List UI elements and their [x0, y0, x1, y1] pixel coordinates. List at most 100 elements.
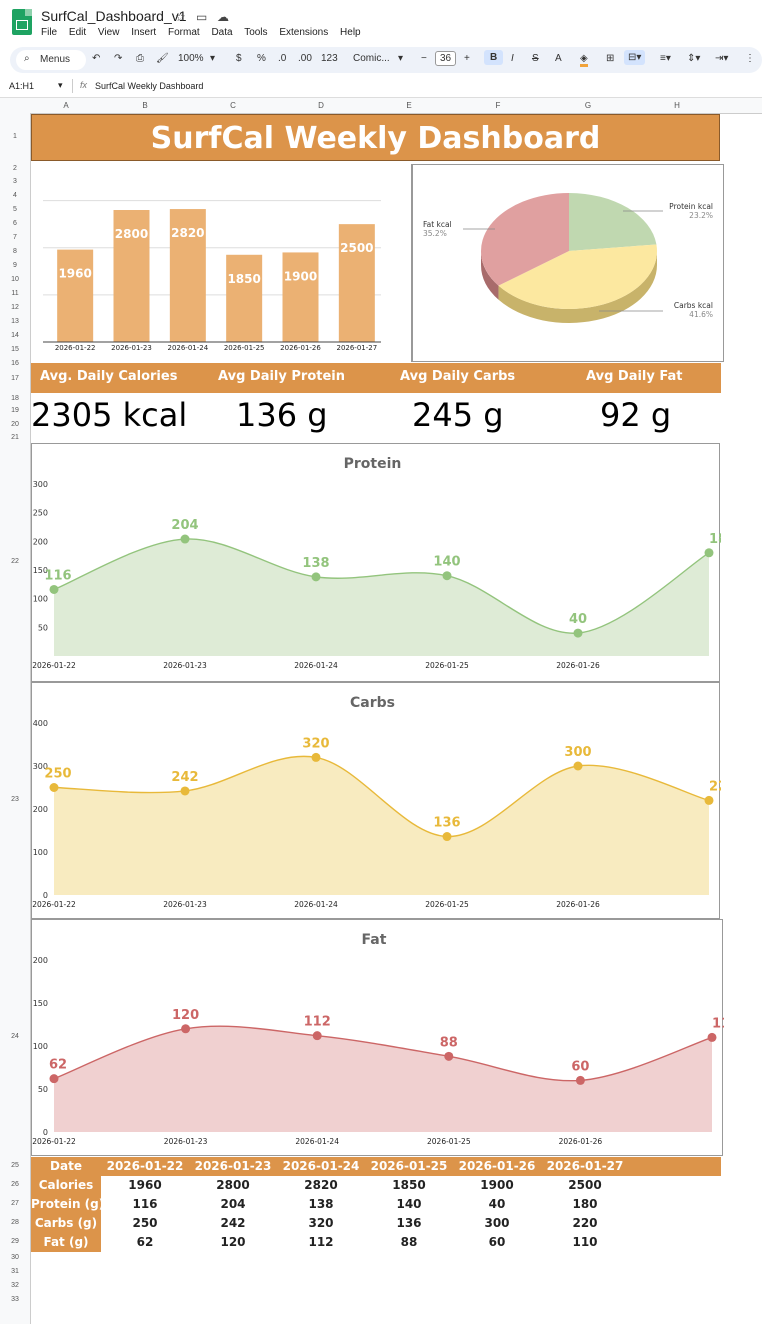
- chevron-down-icon[interactable]: ▾: [210, 53, 216, 64]
- row-header[interactable]: 7: [13, 234, 17, 241]
- table-cell[interactable]: 320: [308, 1216, 334, 1230]
- table-cell[interactable]: 1900: [480, 1178, 514, 1192]
- italic-icon[interactable]: I: [511, 53, 514, 64]
- zoom-select[interactable]: 100%: [178, 53, 204, 64]
- table-row-label[interactable]: Fat (g): [31, 1233, 101, 1252]
- table-cell[interactable]: 250: [132, 1216, 158, 1230]
- macro-pie-chart[interactable]: Protein kcal 23.2% Carbs kcal 41.6% Fat kcal…: [412, 164, 724, 362]
- row-header[interactable]: 33: [11, 1296, 19, 1303]
- table-cell[interactable]: 136: [396, 1216, 422, 1230]
- star-icon[interactable]: ☆: [175, 10, 186, 24]
- print-icon[interactable]: ⎙: [136, 53, 144, 64]
- cloud-status-icon[interactable]: ☁: [217, 10, 229, 24]
- strikethrough-icon[interactable]: S: [532, 53, 539, 64]
- table-date-cell[interactable]: 2026-01-24: [282, 1159, 360, 1173]
- table-row-label[interactable]: Protein (g): [31, 1195, 101, 1214]
- table-date-cell[interactable]: 2026-01-25: [370, 1159, 448, 1173]
- table-cell[interactable]: 120: [220, 1235, 246, 1249]
- sheets-logo-icon[interactable]: [12, 9, 32, 35]
- menu-insert[interactable]: Insert: [131, 27, 157, 38]
- decrease-decimal-button[interactable]: .0: [278, 53, 287, 64]
- carbs-chart[interactable]: Carbs 0 100 200 300 400 250 242 320 136 300 220 2026…: [31, 682, 736, 919]
- column-header[interactable]: B: [142, 101, 148, 110]
- table-cell[interactable]: 2800: [216, 1178, 250, 1192]
- row-header[interactable]: 10: [11, 276, 19, 283]
- row-header[interactable]: 12: [11, 304, 19, 311]
- table-cell[interactable]: 300: [484, 1216, 510, 1230]
- decrease-font-size-icon[interactable]: −: [421, 53, 427, 64]
- fill-color-icon[interactable]: ◈: [580, 53, 588, 67]
- protein-chart[interactable]: Protein 50 100 150 200 250 300 116 204 138 140 40 18…: [31, 443, 736, 682]
- chevron-down-icon[interactable]: ▾: [398, 53, 404, 64]
- row-header[interactable]: 28: [11, 1218, 19, 1226]
- table-cell[interactable]: 1850: [392, 1178, 426, 1192]
- name-box[interactable]: A1:H1: [9, 81, 35, 91]
- menu-tools[interactable]: Tools: [244, 27, 268, 38]
- row-header[interactable]: 17: [11, 375, 19, 382]
- table-cell[interactable]: 112: [308, 1235, 334, 1249]
- percent-format-button[interactable]: %: [257, 53, 266, 64]
- merge-cells-icon[interactable]: ⊟▾: [624, 50, 646, 65]
- row-header[interactable]: 25: [11, 1161, 19, 1169]
- table-header-date[interactable]: Date: [31, 1157, 101, 1176]
- row-header[interactable]: 29: [11, 1237, 19, 1245]
- table-cell[interactable]: 60: [488, 1235, 506, 1249]
- menu-view[interactable]: View: [97, 27, 120, 38]
- column-header[interactable]: D: [318, 101, 324, 110]
- row-header[interactable]: 26: [11, 1180, 19, 1188]
- column-header[interactable]: E: [406, 101, 412, 110]
- borders-icon[interactable]: ⊞: [606, 53, 615, 64]
- table-cell[interactable]: 40: [488, 1197, 506, 1211]
- menu-edit[interactable]: Edit: [68, 27, 87, 38]
- paint-format-icon[interactable]: 🖌: [156, 53, 169, 64]
- row-header[interactable]: 22: [11, 557, 19, 565]
- row-header[interactable]: 15: [11, 346, 19, 353]
- text-wrap-icon[interactable]: ⇥▾: [715, 53, 729, 64]
- table-cell[interactable]: 88: [400, 1235, 418, 1249]
- text-color-icon[interactable]: A: [555, 53, 562, 64]
- table-row-label[interactable]: Carbs (g): [31, 1214, 101, 1233]
- menu-file[interactable]: File: [41, 27, 58, 38]
- row-header[interactable]: 21: [11, 434, 19, 441]
- row-header[interactable]: 11: [11, 290, 19, 297]
- menu-help[interactable]: Help: [340, 27, 361, 38]
- increase-font-size-icon[interactable]: +: [464, 53, 470, 64]
- row-header[interactable]: 13: [11, 318, 19, 325]
- redo-icon[interactable]: ↷: [114, 53, 123, 64]
- move-folder-icon[interactable]: ▭: [196, 10, 208, 24]
- currency-format-button[interactable]: $: [236, 53, 242, 64]
- column-header[interactable]: C: [230, 101, 236, 110]
- row-header[interactable]: 14: [11, 332, 19, 339]
- row-header[interactable]: 32: [11, 1282, 19, 1289]
- table-cell[interactable]: 2500: [568, 1178, 602, 1192]
- calories-bar-chart[interactable]: 1960 2026-01-22 2800 2026-01-23 2820 2026-01-…: [31, 164, 412, 362]
- formula-input[interactable]: SurfCal Weekly Dashboard: [95, 81, 204, 91]
- row-header[interactable]: 3: [13, 178, 17, 185]
- column-header[interactable]: A: [63, 101, 69, 110]
- table-cell[interactable]: 116: [132, 1197, 158, 1211]
- table-cell[interactable]: 220: [572, 1216, 598, 1230]
- column-header[interactable]: G: [584, 101, 592, 110]
- undo-icon[interactable]: ↶: [92, 53, 101, 64]
- table-cell[interactable]: 138: [308, 1197, 334, 1211]
- table-cell[interactable]: 110: [572, 1235, 598, 1249]
- row-header[interactable]: 8: [13, 248, 17, 255]
- table-cell[interactable]: 2820: [304, 1178, 338, 1192]
- search-menus[interactable]: ⌕ Menus: [16, 50, 86, 70]
- document-title[interactable]: SurfCal_Dashboard_v1: [41, 8, 187, 24]
- row-header[interactable]: 30: [11, 1254, 19, 1261]
- fat-chart[interactable]: Fat 0 50 100 150 200 62 120 112 88 60 110 2026-01-22…: [31, 919, 739, 1156]
- table-cell[interactable]: 180: [572, 1197, 598, 1211]
- table-date-cell[interactable]: 2026-01-22: [106, 1159, 184, 1173]
- row-header[interactable]: 20: [11, 421, 19, 428]
- menu-format[interactable]: Format: [168, 27, 200, 38]
- row-header[interactable]: 31: [11, 1268, 19, 1275]
- row-header[interactable]: 19: [11, 407, 19, 414]
- row-header[interactable]: 16: [11, 360, 19, 367]
- row-header[interactable]: 2: [13, 165, 17, 172]
- menu-extensions[interactable]: Extensions: [279, 27, 329, 38]
- menu-data[interactable]: Data: [211, 27, 233, 38]
- font-size-input[interactable]: 36: [435, 51, 457, 66]
- table-cell[interactable]: 1960: [128, 1178, 162, 1192]
- bold-icon[interactable]: B: [484, 50, 504, 65]
